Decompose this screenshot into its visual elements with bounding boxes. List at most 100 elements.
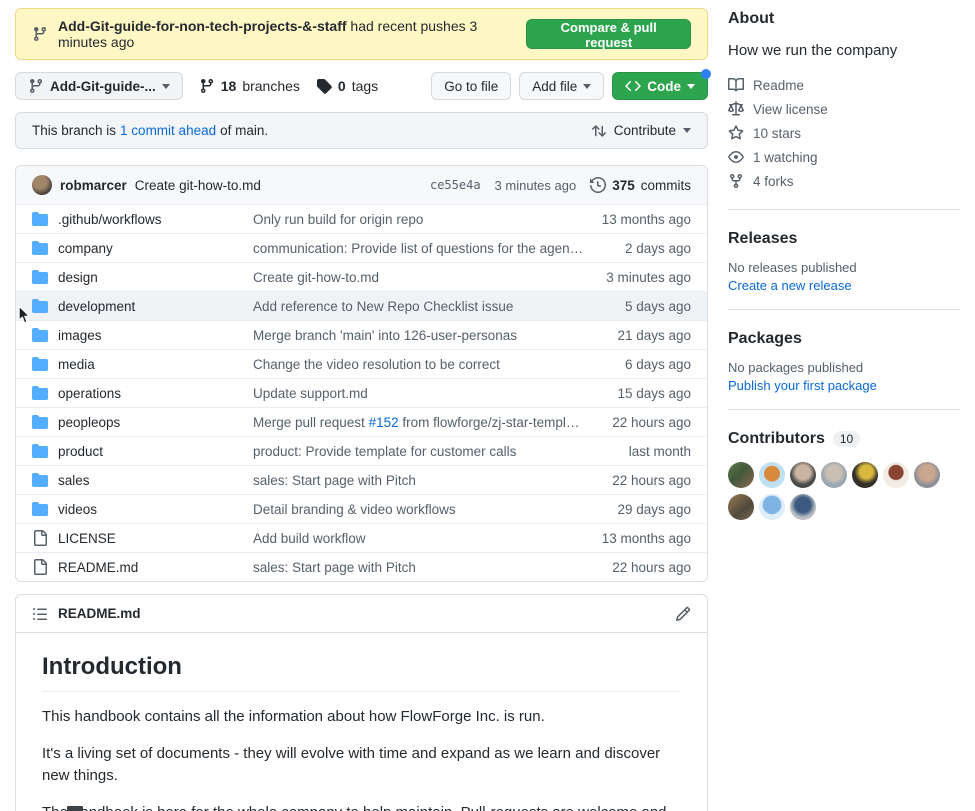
row-commit-message[interactable]: communication: Provide list of questions… [253,241,584,256]
row-commit-message[interactable]: Add build workflow [253,531,584,546]
row-commit-date: 21 days ago [617,327,691,343]
eye-icon [728,149,744,165]
row-commit-message[interactable]: sales: Start page with Pitch [253,473,584,488]
avatar[interactable] [728,494,754,520]
table-row[interactable]: operations Update support.md 15 days ago [16,378,707,407]
sidebar-item-label: 4 forks [753,173,794,189]
create-release-link[interactable]: Create a new release [728,278,852,293]
releases-heading[interactable]: Releases [728,230,798,247]
table-row[interactable]: product product: Provide template for cu… [16,436,707,465]
file-browser: robmarcer Create git-how-to.md ce55e4a 3… [15,165,708,582]
avatar[interactable] [728,462,754,488]
chevron-down-icon [683,128,691,133]
readme-paragraph: The handbook is here for the whole compa… [42,802,681,811]
file-name-link[interactable]: development [58,298,136,314]
arrow-switch-icon [591,123,607,139]
file-name-link[interactable]: README.md [58,559,139,575]
avatar[interactable] [914,462,940,488]
readme-filename[interactable]: README.md [58,606,141,621]
table-row[interactable]: README.md sales: Start page with Pitch 2… [16,552,707,581]
branch-selector[interactable]: Add-Git-guide-... [15,72,183,100]
message-text: from flowforge/zj-star-template-question… [402,414,584,430]
pr-link[interactable]: #152 [368,414,399,430]
file-name-link[interactable]: operations [58,385,122,401]
message-text: Merge branch 'main' into 126-user-person… [253,327,518,343]
message-text: Detail branding & video workflows [253,501,456,517]
file-name-link[interactable]: media [58,356,95,372]
contribute-button[interactable]: Contribute [591,123,691,139]
avatar[interactable] [790,462,816,488]
sidebar-item-forks[interactable]: 4 forks [728,169,960,193]
publish-package-link[interactable]: Publish your first package [728,378,877,393]
table-row[interactable]: images Merge branch 'main' into 126-user… [16,320,707,349]
packages-heading[interactable]: Packages [728,330,802,347]
edit-readme-button[interactable] [675,606,691,622]
row-commit-message[interactable]: Only run build for origin repo [253,212,584,227]
table-row[interactable]: company communication: Provide list of q… [16,233,707,262]
table-row[interactable]: development Add reference to New Repo Ch… [16,291,707,320]
folder-icon [32,414,48,430]
table-row[interactable]: LICENSE Add build workflow 13 months ago [16,523,707,552]
table-row[interactable]: media Change the video resolution to be … [16,349,707,378]
list-icon[interactable] [32,606,48,622]
avatar[interactable] [852,462,878,488]
row-commit-date: 5 days ago [624,298,691,314]
row-commit-message[interactable]: Change the video resolution to be correc… [253,357,584,372]
file-name-link[interactable]: LICENSE [58,530,116,546]
table-row[interactable]: peopleops Merge pull request #152 from f… [16,407,707,436]
avatar[interactable] [790,494,816,520]
commit-author[interactable]: robmarcer [60,177,127,193]
code-button[interactable]: Code [612,69,711,100]
commit-message[interactable]: Create git-how-to.md [134,177,261,193]
row-commit-message[interactable]: Merge branch 'main' into 126-user-person… [253,328,584,343]
avatar[interactable] [821,462,847,488]
row-commit-date: last month [628,443,691,459]
avatar[interactable] [759,462,785,488]
file-name-link[interactable]: company [58,240,113,256]
row-commit-message[interactable]: sales: Start page with Pitch [253,560,584,575]
table-row[interactable]: sales sales: Start page with Pitch 22 ho… [16,465,707,494]
compare-pull-request-button[interactable]: Compare & pull request [526,19,691,50]
code-icon [625,78,641,94]
file-name-link[interactable]: product [58,443,104,459]
row-commit-message[interactable]: Update support.md [253,386,584,401]
branches-stat[interactable]: 18 branches [199,78,300,94]
commits-count-link[interactable]: 375 commits [590,177,691,193]
file-name-link[interactable]: sales [58,472,90,488]
chevron-down-icon [687,83,695,89]
file-name-link[interactable]: .github/workflows [58,211,162,227]
table-row[interactable]: .github/workflows Only run build for ori… [16,204,707,233]
file-name-link[interactable]: design [58,269,98,285]
row-commit-message[interactable]: product: Provide template for customer c… [253,444,584,459]
tags-label: tags [351,78,379,94]
sidebar-item-stars[interactable]: 10 stars [728,121,960,145]
table-row[interactable]: videos Detail branding & video workflows… [16,494,707,523]
commit-hash[interactable]: ce55e4a [429,178,481,192]
row-commit-message[interactable]: Detail branding & video workflows [253,502,584,517]
commit-ahead-link[interactable]: 1 commit ahead [120,123,217,138]
sidebar-item-readme[interactable]: Readme [728,73,960,97]
book-icon [728,77,744,93]
row-commit-message[interactable]: Create git-how-to.md [253,270,584,285]
row-commit-message[interactable]: Merge pull request #152 from flowforge/z… [253,415,584,430]
message-text: Only run build for origin repo [253,211,424,227]
avatar[interactable] [759,494,785,520]
folder-icon [32,298,48,314]
file-name-link[interactable]: images [58,327,102,343]
folder-icon [32,356,48,372]
row-commit-date: 2 days ago [624,240,691,256]
add-file-button[interactable]: Add file [519,72,605,100]
row-commit-date: 6 days ago [624,356,691,372]
avatar[interactable] [32,175,52,195]
file-name-link[interactable]: videos [58,501,98,517]
sidebar-item-license[interactable]: View license [728,97,960,121]
file-name-link[interactable]: peopleops [58,414,121,430]
avatar[interactable] [883,462,909,488]
go-to-file-button[interactable]: Go to file [431,72,512,100]
message-text: sales: Start page with Pitch [253,472,416,488]
contributors-heading[interactable]: Contributors [728,430,825,447]
tags-stat[interactable]: 0 tags [316,78,378,94]
sidebar-item-watching[interactable]: 1 watching [728,145,960,169]
table-row[interactable]: design Create git-how-to.md 3 minutes ag… [16,262,707,291]
row-commit-message[interactable]: Add reference to New Repo Checklist issu… [253,299,584,314]
